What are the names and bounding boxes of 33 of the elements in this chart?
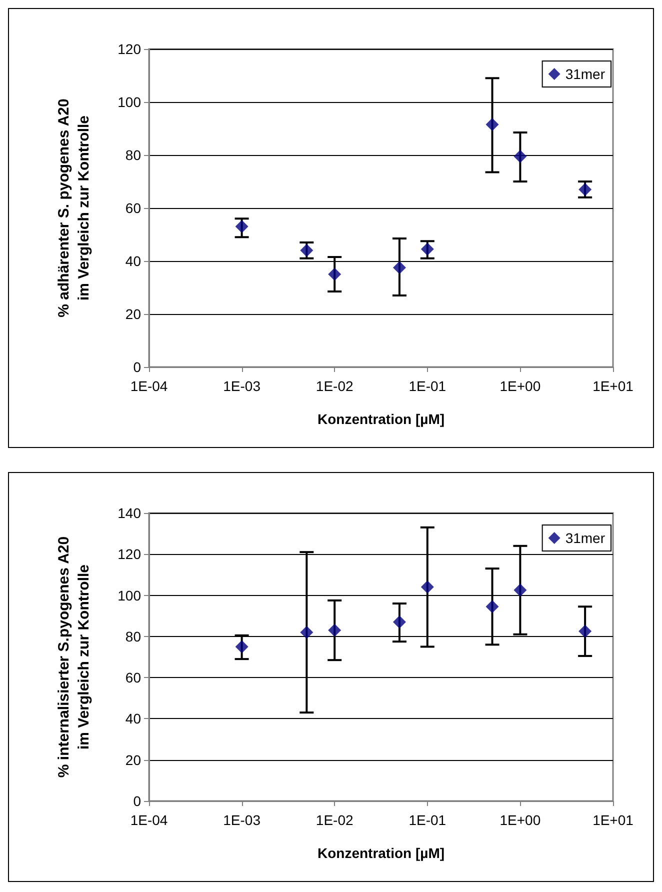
y-tick-label: 40 <box>125 710 142 727</box>
y-tick-label: 100 <box>118 94 142 110</box>
x-tick-label: 1E-04 <box>130 378 168 394</box>
y-tick-label: 80 <box>125 147 142 163</box>
legend-label: 31mer <box>565 66 606 82</box>
x-tick-label: 1E-01 <box>408 812 446 828</box>
x-tick-label: 1E+01 <box>592 812 634 828</box>
y-axis-title: % adhärenter S. pyogenes A20 im Vergleich zur Kontrolle <box>56 98 92 318</box>
y-axis-title: % internalisierter S.pyogenes A20 im Vergleich zur Kontrolle <box>56 536 92 778</box>
y-tick-label: 0 <box>133 793 142 809</box>
y-tick-label: 100 <box>118 587 142 604</box>
x-tick-label: 1E+00 <box>500 378 541 394</box>
x-tick-label: 1E+01 <box>592 378 634 394</box>
legend-label: 31mer <box>565 530 606 546</box>
y-tick-label: 120 <box>118 41 142 57</box>
y-tick-label: 60 <box>125 200 142 216</box>
x-axis-title: Konzentration [µM] <box>317 845 445 861</box>
x-tick-label: 1E-04 <box>130 812 168 828</box>
x-tick-label: 1E-03 <box>223 378 261 394</box>
y-tick-label: 120 <box>118 546 142 562</box>
y-tick-label: 40 <box>125 253 142 269</box>
x-tick-label: 1E+00 <box>500 812 541 828</box>
x-tick-label: 1E-03 <box>223 812 261 828</box>
y-tick-label: 80 <box>125 628 142 644</box>
x-axis-title: Konzentration [µM] <box>317 411 445 427</box>
x-tick-label: 1E-01 <box>408 378 446 394</box>
y-tick-label: 140 <box>118 505 142 521</box>
y-tick-label: 20 <box>125 306 142 322</box>
x-tick-label: 1E-02 <box>316 378 354 394</box>
y-tick-label: 60 <box>125 670 142 686</box>
x-tick-label: 1E-02 <box>316 812 354 828</box>
y-tick-label: 0 <box>133 359 142 375</box>
y-tick-label: 20 <box>125 752 142 768</box>
